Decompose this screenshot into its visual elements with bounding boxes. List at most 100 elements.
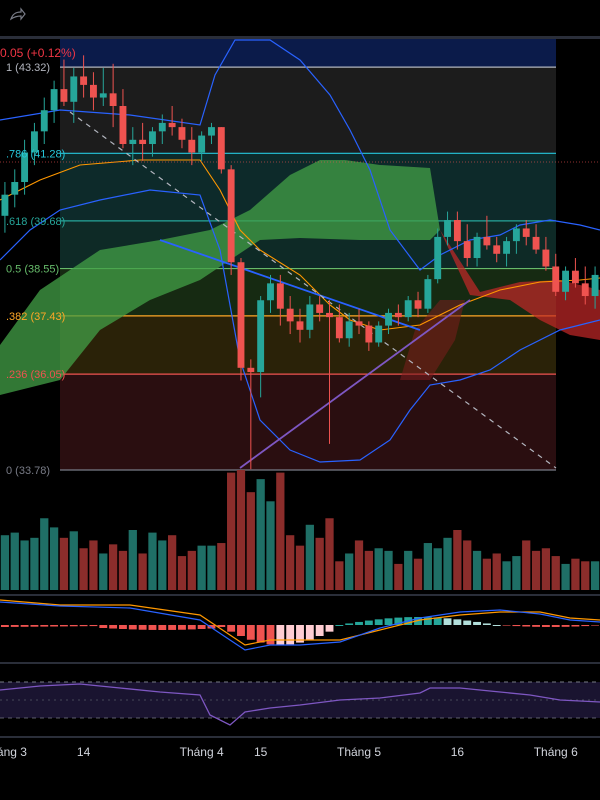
ichimoku-cloud-bearish — [440, 230, 600, 340]
candle-body — [70, 76, 78, 102]
macd-histogram-bar — [0, 625, 9, 627]
candle-body — [109, 93, 117, 107]
candle-body — [217, 127, 225, 170]
candle-body — [188, 139, 196, 153]
volume-bar — [404, 550, 413, 590]
candle-body — [434, 236, 442, 280]
volume-bar — [158, 540, 167, 590]
panel-separator — [0, 594, 600, 596]
candle-body — [40, 110, 48, 132]
macd-histogram-bar — [345, 623, 354, 625]
macd-histogram-bar — [384, 618, 393, 625]
macd-histogram-bar — [325, 625, 334, 632]
trend-line-support — [239, 299, 471, 469]
x-axis-label: Tháng 5 — [337, 745, 381, 759]
volume-bar — [49, 527, 59, 590]
macd-histogram-bar — [89, 625, 98, 627]
candle-body — [335, 317, 343, 339]
volume-bar — [99, 553, 108, 590]
candle-body — [453, 220, 461, 242]
volume-bar — [581, 561, 590, 590]
volume-bar — [482, 558, 492, 590]
macd-histogram-bar — [532, 625, 540, 627]
candle-body — [286, 308, 294, 322]
volume-bar — [197, 545, 206, 590]
candle-body — [30, 131, 38, 153]
volume-bar — [217, 543, 226, 590]
macd-histogram-bar — [551, 625, 560, 627]
candle-body — [60, 89, 68, 102]
volume-bar — [20, 540, 29, 590]
volume-bar — [246, 492, 255, 590]
macd-histogram-bar — [512, 625, 521, 627]
candle-body — [444, 220, 451, 237]
macd-histogram-bar — [20, 625, 29, 627]
macd-line — [0, 601, 600, 651]
x-axis-label: 15 — [254, 745, 268, 759]
candle-body — [493, 245, 501, 254]
candle-body — [237, 262, 245, 368]
macd-histogram-bar — [296, 625, 304, 643]
macd-histogram-bar — [492, 625, 501, 626]
macd-histogram-bar — [237, 625, 245, 636]
candle-body — [129, 139, 137, 145]
candle-body — [21, 152, 29, 183]
candle-body — [139, 139, 147, 145]
macd-histogram-bar — [227, 625, 236, 632]
macd-histogram-bar — [99, 625, 108, 628]
x-axis-label: Tháng 3 — [0, 745, 27, 759]
volume-bar — [177, 556, 187, 590]
macd-histogram-bar — [276, 625, 285, 645]
candle-body — [591, 274, 599, 297]
macd-histogram-bar — [256, 625, 265, 643]
volume-bar — [276, 472, 285, 590]
macd-histogram-bar — [178, 625, 186, 630]
volume-bar — [325, 518, 334, 590]
volume-bar — [531, 550, 541, 590]
candle-body — [158, 122, 166, 132]
candle-body — [571, 270, 579, 284]
volume-bar — [384, 550, 393, 590]
macd-histogram-bar — [473, 621, 481, 625]
candle-body — [562, 270, 570, 292]
macd-histogram-bar — [197, 625, 206, 629]
macd-histogram-bar — [158, 625, 167, 630]
candle-body — [326, 312, 333, 318]
macd-histogram-bar — [482, 623, 491, 625]
candle-body — [208, 127, 215, 136]
macd-histogram-bar — [502, 625, 511, 626]
candle-body — [227, 169, 235, 263]
candle-body — [522, 228, 530, 237]
share-arrow-icon[interactable] — [8, 6, 26, 24]
macd-histogram-bar — [394, 617, 403, 625]
volume-bar — [541, 548, 551, 590]
macd-histogram-bar — [286, 625, 295, 645]
volume-bar — [108, 544, 118, 590]
candle-body — [581, 283, 589, 297]
volume-bar — [168, 535, 177, 590]
fib-level-label: 0.5 (38.55) — [6, 264, 59, 276]
volume-bar — [30, 537, 39, 590]
candle-body — [404, 300, 412, 318]
candle-body — [257, 300, 265, 373]
volume-bar — [453, 530, 462, 590]
panel-separator — [0, 662, 600, 664]
x-axis-label: 16 — [451, 745, 465, 759]
candle-body — [50, 89, 58, 111]
volume-bar — [433, 548, 442, 590]
candle-body — [90, 84, 97, 98]
macd-histogram-bar — [541, 625, 550, 627]
candle-body — [11, 182, 19, 195]
candle-body — [1, 194, 9, 216]
macd-histogram-bar — [30, 625, 39, 627]
candle-body — [385, 312, 392, 326]
macd-histogram-bar — [10, 625, 19, 627]
candle-body — [99, 93, 107, 98]
x-axis-label: 14 — [77, 745, 91, 759]
macd-histogram-bar — [109, 625, 118, 629]
candle-body — [247, 367, 255, 373]
volume-bar — [354, 540, 364, 590]
macd-histogram-bar — [315, 625, 324, 636]
candle-body — [316, 304, 324, 313]
